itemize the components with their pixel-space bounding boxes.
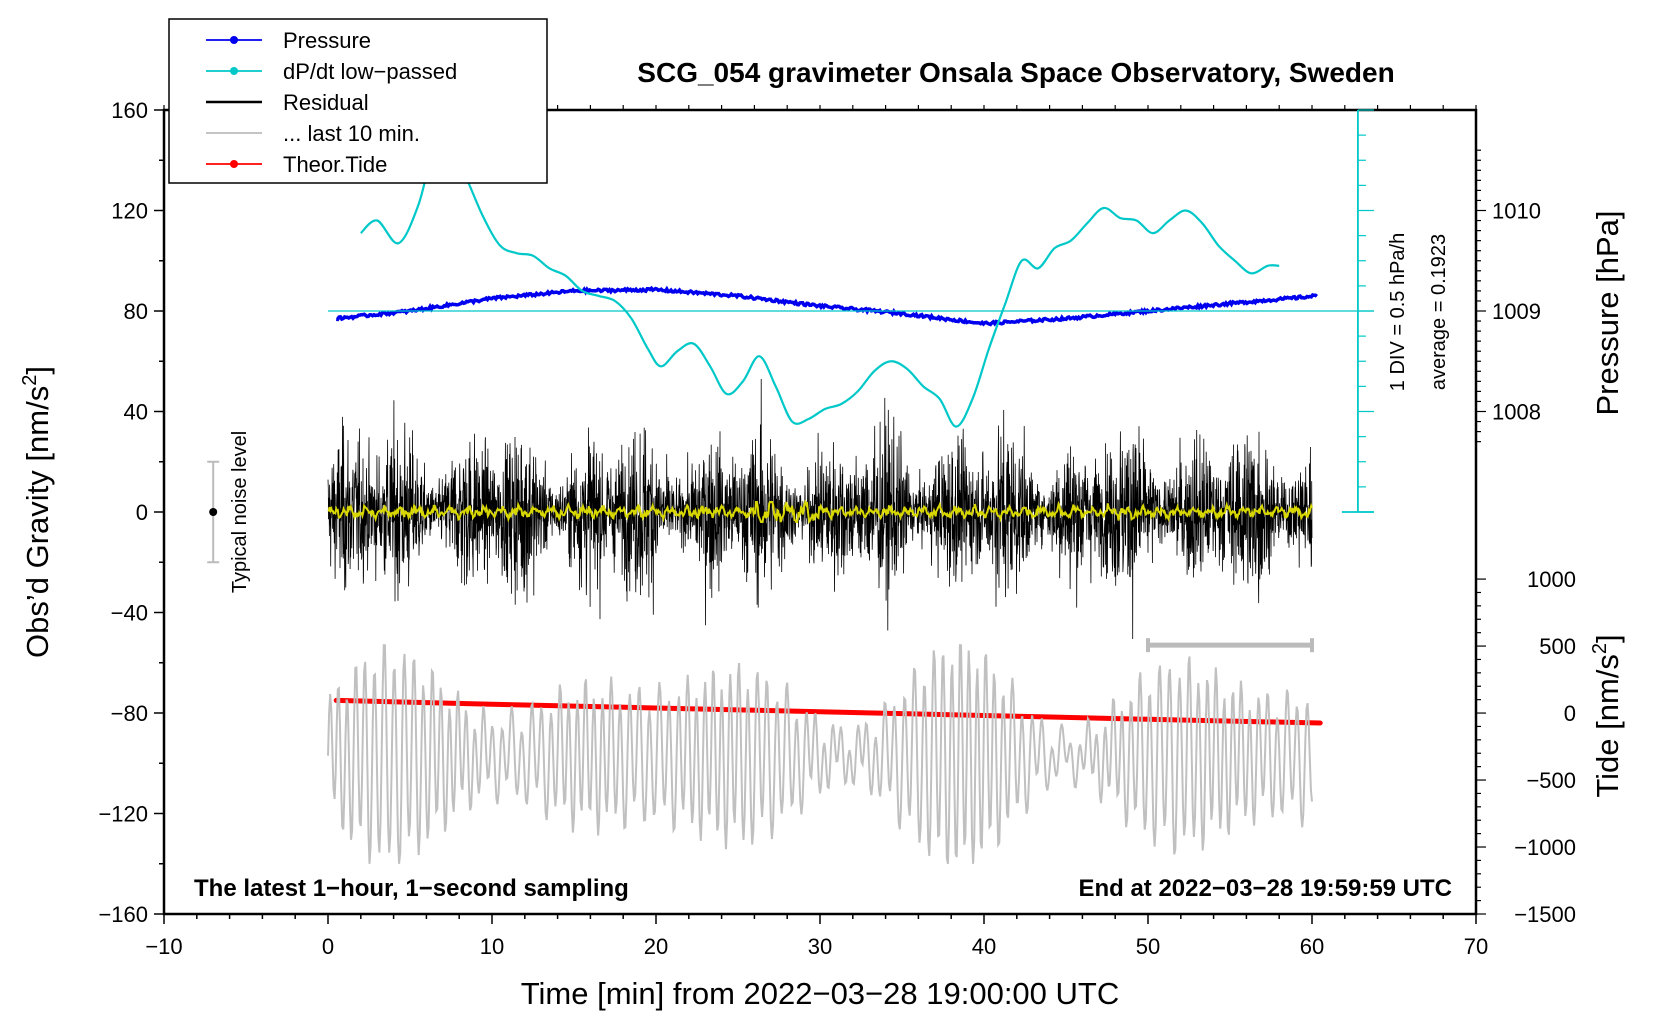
- last10-series: [327, 644, 1313, 864]
- x-tick-label: 20: [644, 934, 668, 959]
- y-tick-label: −120: [98, 802, 148, 827]
- x-tick-label: 50: [1136, 934, 1160, 959]
- dpdt-series: [360, 139, 1280, 428]
- left-axis-ticks: 160 120 80 40 0 −40 −80 −120 −160: [98, 98, 164, 927]
- tide-axis-ticks: 1000 500 0 −500 −1000 −1500: [1476, 567, 1576, 927]
- dpdt-line: [360, 139, 1280, 428]
- tide-tick-label: 1000: [1527, 567, 1576, 592]
- legend-label: ... last 10 min.: [283, 121, 420, 146]
- legend-marker: [230, 160, 238, 168]
- tide-tick-label: 500: [1539, 634, 1576, 659]
- residual-filtered-series: [327, 499, 1313, 524]
- tide-axis-label-end: ]: [1590, 634, 1625, 643]
- y-tick-label: 120: [111, 199, 148, 224]
- x-tick-label: 70: [1464, 934, 1488, 959]
- noise-bar-center: [209, 508, 218, 516]
- y-tick-label: 40: [124, 400, 148, 425]
- x-tick-label: 40: [972, 934, 996, 959]
- noise-level-label: Typical noise level: [229, 431, 251, 593]
- tide-axis-label-sup: 2: [1589, 643, 1611, 654]
- end-time-note: End at 2022−03−28 19:59:59 UTC: [1078, 875, 1452, 902]
- legend-label: dP/dt low−passed: [283, 59, 457, 84]
- y-tick-label: 160: [111, 98, 148, 123]
- pressure-tick-label: 1010: [1492, 199, 1541, 224]
- y-tick-label: −160: [98, 902, 148, 927]
- x-axis-label: Time [min] from 2022−03−28 19:00:00 UTC: [521, 976, 1120, 1011]
- chart-title: SCG_054 gravimeter Onsala Space Observat…: [637, 57, 1394, 88]
- pressure-tick-label: 1008: [1492, 400, 1541, 425]
- y-axis-label-left: Obs’d Gravity [nm/s2]: [19, 366, 55, 658]
- residual-line: [327, 378, 1313, 640]
- tide-tick-label: −1500: [1514, 902, 1576, 927]
- residual-series: [327, 378, 1313, 640]
- y-axis-label-left-main: Obs’d Gravity [nm/s: [20, 386, 55, 658]
- x-tick-label: −10: [145, 934, 182, 959]
- pressure-axis-label: Pressure [hPa]: [1590, 210, 1625, 415]
- tide-axis-label-main: Tide [nm/s: [1590, 654, 1625, 798]
- pressure-tick-label: 1009: [1492, 299, 1541, 324]
- legend-label: Residual: [283, 90, 369, 115]
- legend-marker: [230, 36, 238, 44]
- pressure-series: [336, 285, 1318, 327]
- legend-label: Pressure: [283, 28, 371, 53]
- x-tick-label: 30: [808, 934, 832, 959]
- legend: Pressure dP/dt low−passed Residual ... last…: [168, 18, 548, 184]
- dpdt-average-label: average = 0.1923: [1428, 234, 1450, 390]
- y-axis-label-left-sup: 2: [19, 375, 41, 386]
- dpdt-scale-axis: [328, 109, 1374, 513]
- residual-filtered-line: [327, 499, 1313, 524]
- annotation-marks: [207, 460, 1314, 653]
- pressure-axis-ticks: 1010 1009 1008: [1476, 149, 1541, 443]
- last10-line: [327, 644, 1313, 864]
- y-tick-label: 0: [136, 500, 148, 525]
- y-tick-label: −40: [111, 601, 148, 626]
- tide-tick-label: −500: [1526, 768, 1576, 793]
- tide-tick-label: 0: [1564, 701, 1576, 726]
- legend-marker: [230, 67, 238, 75]
- y-axis-label-left-end: ]: [20, 366, 55, 375]
- tide-axis-label: Tide [nm/s2]: [1589, 634, 1625, 797]
- tide-tick-label: −1000: [1514, 835, 1576, 860]
- pressure-line: [336, 285, 1318, 327]
- sampling-note: The latest 1−hour, 1−second sampling: [194, 875, 629, 902]
- y-tick-label: −80: [111, 701, 148, 726]
- x-tick-label: 0: [322, 934, 334, 959]
- x-tick-label: 10: [480, 934, 504, 959]
- dpdt-scale-label: 1 DIV = 0.5 hPa/h: [1387, 233, 1409, 391]
- y-tick-label: 80: [124, 299, 148, 324]
- x-tick-label: 60: [1300, 934, 1324, 959]
- legend-label: Theor.Tide: [283, 152, 387, 177]
